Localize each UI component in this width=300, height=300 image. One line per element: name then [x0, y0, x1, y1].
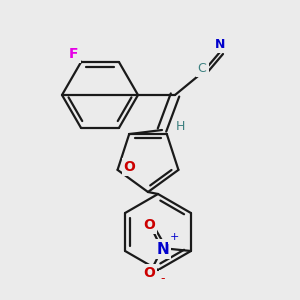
Text: -: - — [161, 272, 165, 286]
Text: O: O — [143, 266, 155, 280]
Text: H: H — [175, 119, 185, 133]
Text: F: F — [69, 47, 79, 61]
Text: O: O — [143, 218, 155, 232]
Text: O: O — [124, 160, 136, 174]
Text: +: + — [170, 232, 180, 242]
Text: C: C — [198, 61, 206, 74]
Text: N: N — [215, 38, 225, 50]
Text: N: N — [157, 242, 169, 256]
